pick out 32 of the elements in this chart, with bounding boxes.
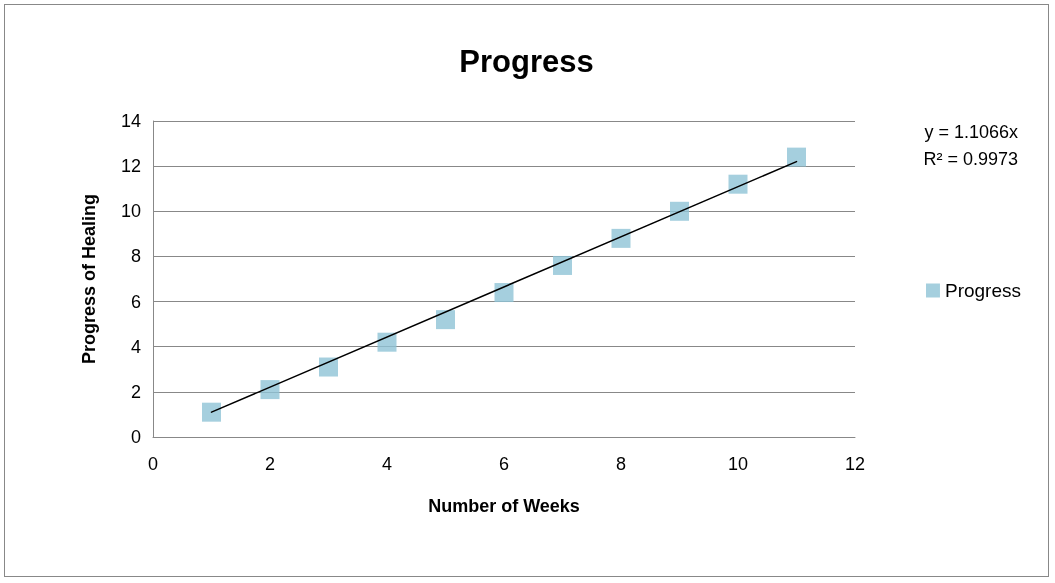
point	[260, 380, 280, 400]
point	[670, 201, 689, 221]
point	[202, 402, 221, 422]
text: y = 1.1066x	[924, 122, 1019, 142]
y-tick-label: 10	[120, 201, 141, 222]
y-tick-label: 6	[130, 291, 141, 312]
y-tick-label: 0	[130, 427, 141, 447]
y-axis-title: Progress of Healing	[79, 193, 99, 365]
point	[319, 357, 338, 377]
x-axis-title: Number of Weeks	[428, 496, 580, 516]
x-tick-label: 4	[381, 454, 393, 474]
x-tick-label: 10	[727, 454, 749, 474]
y-tick-label: 2	[130, 381, 141, 402]
x-tick-label: 0	[147, 454, 159, 474]
x-tick-label: 2	[264, 454, 276, 474]
point	[787, 147, 806, 167]
x-tick-label: 12	[844, 454, 866, 474]
point	[436, 310, 455, 330]
y-tick-label: 14	[120, 111, 141, 131]
point	[553, 255, 572, 275]
y-tick-label: 4	[130, 336, 141, 357]
x-tick-label: 6	[498, 454, 510, 474]
x-tick-label: 8	[615, 454, 627, 474]
point	[728, 174, 748, 194]
y-tick-label: 8	[130, 246, 141, 267]
point	[611, 228, 631, 248]
text: R² = 0.9973	[923, 149, 1018, 169]
chart-title: Progress	[459, 44, 594, 79]
y-tick-label: 12	[120, 156, 141, 177]
point	[494, 283, 514, 303]
legend-label: Progress	[944, 280, 1021, 301]
point	[377, 332, 397, 352]
